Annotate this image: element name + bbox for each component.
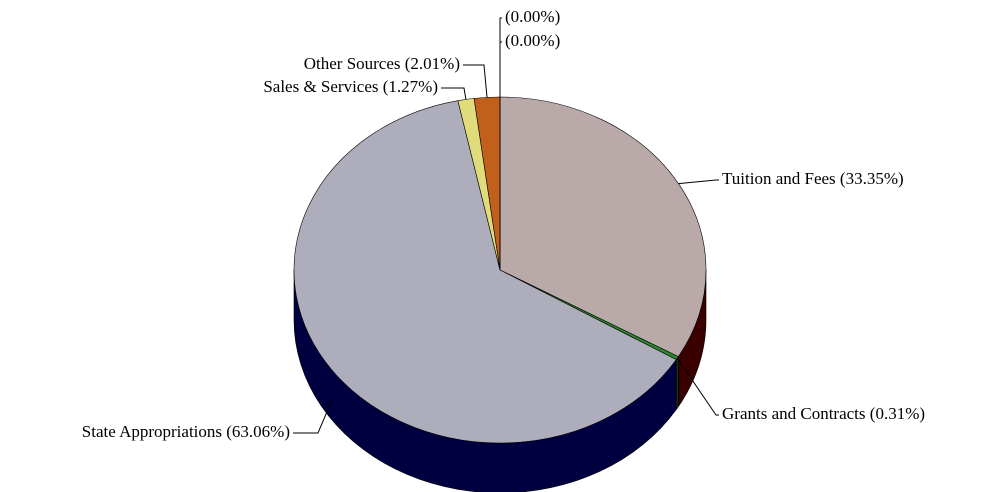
leader-line [678,179,719,185]
category-label: Tuition and Fees [722,169,836,188]
value-label: (1.27%) [383,77,438,96]
data-label: Other Sources (2.01%) [304,54,460,73]
data-label: Tuition and Fees (33.35%) [722,169,904,188]
leader-line [463,64,488,98]
leader-line [441,87,467,100]
value-label: (2.01%) [405,54,460,73]
category-label: Sales & Services [263,77,378,96]
data-label: (0.00%) [505,7,560,26]
value-label: (0.00%) [505,7,560,26]
leader-line [676,357,719,416]
category-label: Other Sources [304,54,401,73]
data-label: Sales & Services (1.27%) [263,77,438,96]
pie-slice-side [675,355,679,411]
data-label: State Appropriations (63.06%) [82,422,290,441]
category-label: Grants and Contracts [722,404,866,423]
value-label: (0.31%) [870,404,925,423]
data-label: Grants and Contracts (0.31%) [722,404,925,423]
pie-slice [499,96,707,358]
category-label: State Appropriations [82,422,222,441]
value-label: (63.06%) [226,422,290,441]
data-label: (0.00%) [505,31,560,50]
value-label: (33.35%) [840,169,904,188]
leader-line [499,41,502,97]
leader-line [293,399,333,434]
pie-tops [293,96,707,444]
value-label: (0.00%) [505,31,560,50]
pie-slice [293,100,677,444]
